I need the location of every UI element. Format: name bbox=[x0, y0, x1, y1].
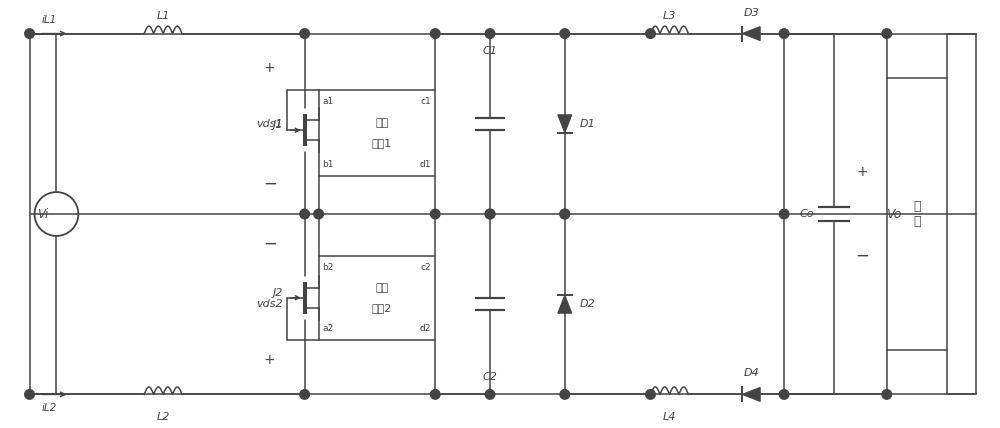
Circle shape bbox=[646, 389, 655, 399]
Circle shape bbox=[25, 389, 34, 399]
Circle shape bbox=[646, 29, 655, 39]
Text: −: − bbox=[263, 175, 277, 193]
Circle shape bbox=[430, 389, 440, 399]
Bar bbox=[319, 90, 435, 176]
Text: b1: b1 bbox=[323, 160, 334, 169]
Text: Vo: Vo bbox=[886, 208, 901, 220]
Text: 支路2: 支路2 bbox=[372, 303, 392, 313]
Circle shape bbox=[779, 29, 789, 39]
Text: C1: C1 bbox=[483, 45, 497, 56]
Bar bbox=[319, 256, 435, 339]
Polygon shape bbox=[558, 295, 572, 313]
Text: +: + bbox=[856, 165, 868, 179]
Circle shape bbox=[430, 209, 440, 219]
Polygon shape bbox=[558, 115, 572, 133]
Text: c1: c1 bbox=[420, 98, 431, 107]
Text: L1: L1 bbox=[156, 11, 170, 21]
Text: a1: a1 bbox=[323, 98, 334, 107]
Text: +: + bbox=[264, 353, 276, 366]
Text: c2: c2 bbox=[421, 263, 431, 272]
Circle shape bbox=[485, 209, 495, 219]
Circle shape bbox=[430, 29, 440, 39]
Circle shape bbox=[779, 209, 789, 219]
Text: −: − bbox=[263, 235, 277, 253]
Circle shape bbox=[882, 29, 892, 39]
Circle shape bbox=[300, 389, 309, 399]
Text: Vi: Vi bbox=[37, 208, 48, 220]
Text: +: + bbox=[264, 62, 276, 75]
Text: L3: L3 bbox=[663, 11, 676, 21]
Text: Co: Co bbox=[799, 209, 814, 219]
Circle shape bbox=[560, 209, 570, 219]
Circle shape bbox=[560, 209, 570, 219]
Text: L4: L4 bbox=[663, 412, 676, 422]
Text: D2: D2 bbox=[580, 299, 595, 309]
Circle shape bbox=[485, 389, 495, 399]
Text: iL1: iL1 bbox=[41, 15, 57, 25]
Circle shape bbox=[485, 29, 495, 39]
Text: vds2: vds2 bbox=[256, 299, 283, 309]
Text: d2: d2 bbox=[420, 324, 431, 333]
Text: D4: D4 bbox=[743, 369, 759, 378]
Text: J2: J2 bbox=[272, 288, 283, 298]
Circle shape bbox=[25, 29, 34, 39]
Polygon shape bbox=[742, 387, 760, 401]
Polygon shape bbox=[742, 27, 760, 41]
Text: 支路1: 支路1 bbox=[372, 138, 392, 148]
Text: L2: L2 bbox=[156, 412, 170, 422]
Text: D3: D3 bbox=[743, 8, 759, 18]
Circle shape bbox=[314, 209, 323, 219]
Text: −: − bbox=[855, 247, 869, 265]
Circle shape bbox=[485, 209, 495, 219]
Text: 驱动: 驱动 bbox=[375, 283, 389, 293]
Text: d1: d1 bbox=[420, 160, 431, 169]
Text: a2: a2 bbox=[323, 324, 334, 333]
Text: b2: b2 bbox=[323, 263, 334, 272]
Text: iL2: iL2 bbox=[41, 403, 57, 413]
Bar bbox=[887, 78, 947, 350]
Text: vds1: vds1 bbox=[256, 119, 283, 129]
Circle shape bbox=[882, 389, 892, 399]
Circle shape bbox=[300, 209, 309, 219]
Circle shape bbox=[560, 29, 570, 39]
Text: 驱动: 驱动 bbox=[375, 118, 389, 128]
Text: C2: C2 bbox=[483, 372, 497, 383]
Text: D1: D1 bbox=[580, 119, 595, 129]
Circle shape bbox=[779, 389, 789, 399]
Circle shape bbox=[560, 389, 570, 399]
Text: J1: J1 bbox=[272, 120, 283, 130]
Text: 负
载: 负 载 bbox=[913, 200, 920, 228]
Circle shape bbox=[300, 29, 309, 39]
